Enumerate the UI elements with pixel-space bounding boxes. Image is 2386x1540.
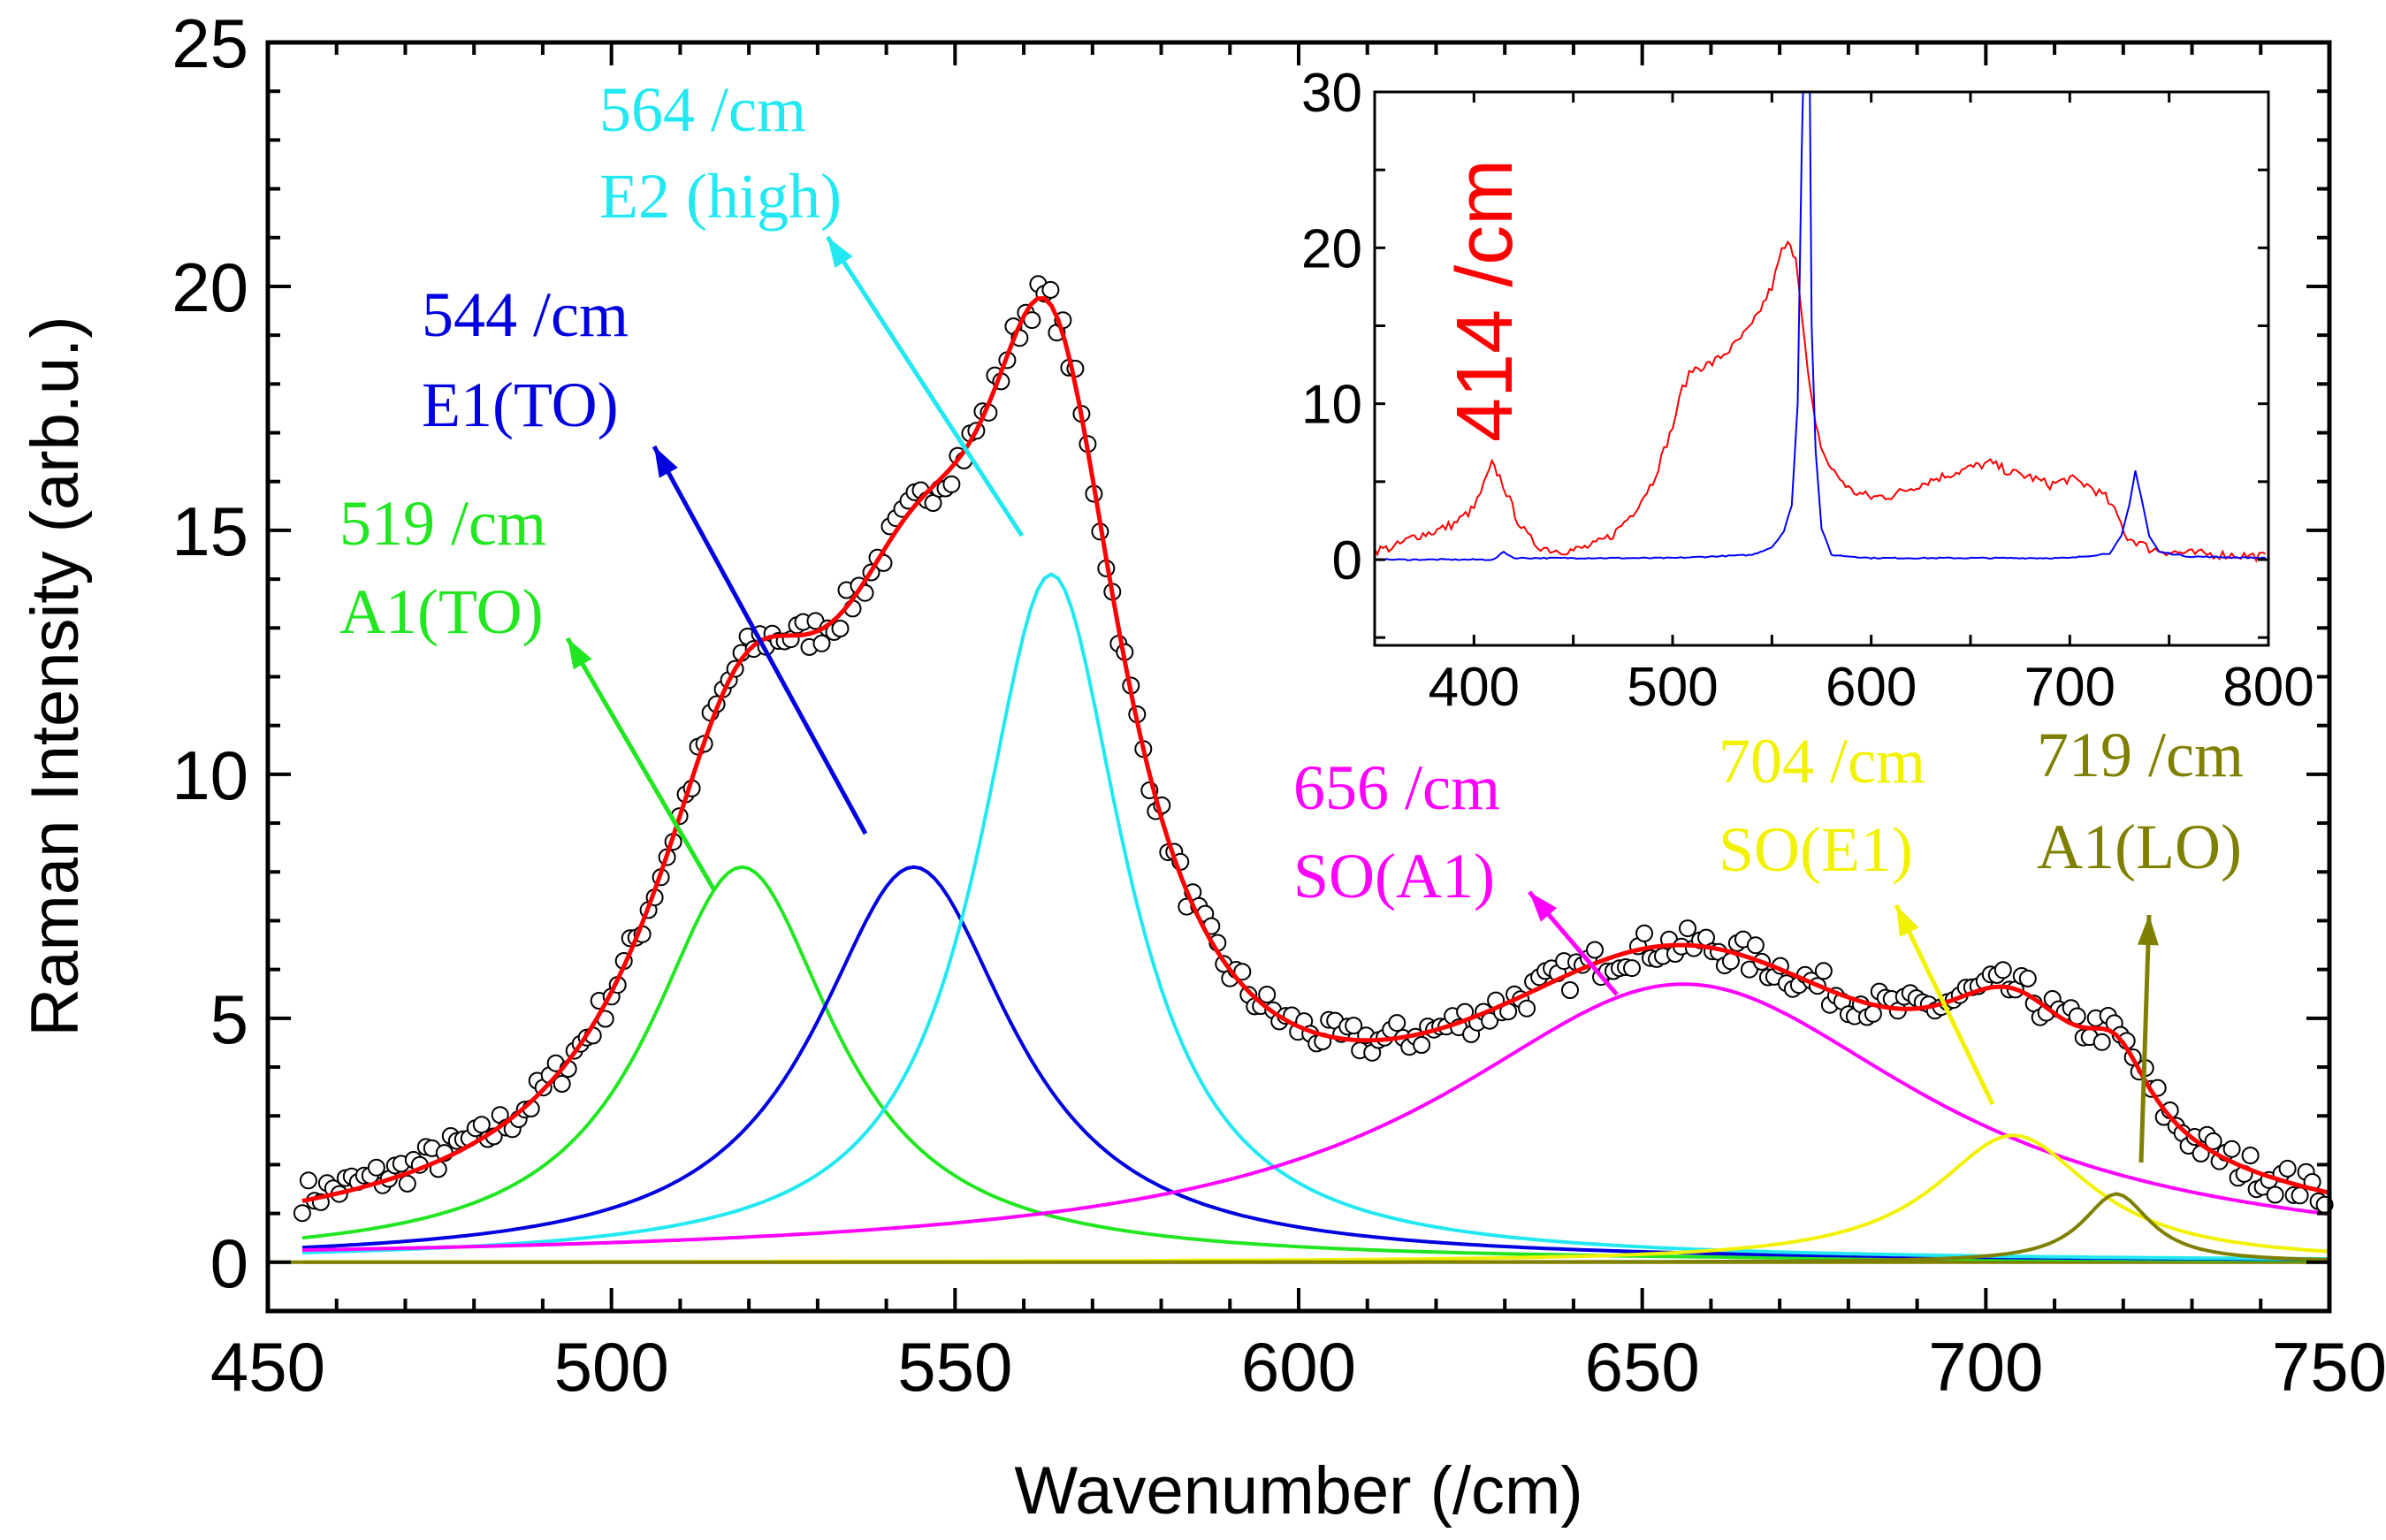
inset-frame-bg [1373,90,2270,647]
arrow-519 [565,637,717,892]
inset-x-tick-label: 500 [1627,657,1718,718]
label-656-wn: 656 /cm [1293,752,1500,823]
data-point [1740,960,1758,979]
data-point [1864,1004,1882,1023]
data-point [1233,963,1252,981]
data-point [367,1158,385,1177]
x-tick-label: 550 [897,1328,1012,1406]
data-point [472,1116,491,1134]
data-point [1746,936,1765,955]
x-tick-label: 650 [1585,1328,1700,1406]
arrowhead-544 [654,446,678,478]
data-point [2266,1185,2284,1204]
data-point [1041,280,1060,299]
component-curve-719 [301,1192,2330,1264]
label-704-mode: SO(E1) [1719,814,1913,885]
y-tick-label: 20 [172,248,248,326]
inset-y-tick-label: 0 [1332,530,1362,591]
arrowhead-519 [568,638,592,670]
y-axis-title: Raman Intensity (arb.u.) [18,316,93,1036]
data-point [2093,1033,2111,1051]
label-704-wn: 704 /cm [1719,726,1925,797]
annotation-arrows [565,235,2159,1163]
arrowhead-704 [1896,905,1919,937]
data-point [2241,1147,2260,1164]
data-point [293,1204,311,1223]
label-519-wn: 519 /cm [339,488,546,559]
arrow-719 [2138,914,2152,1163]
y-tick-label: 0 [210,1224,248,1302]
data-point [942,475,961,493]
arrow-544 [652,445,868,835]
y-tick-label: 10 [172,736,248,814]
fit-curve [301,295,2330,1203]
component-curve-519 [301,865,2330,1262]
main-plot: 450 500 550 600 650 700 750 0 5 10 15 20 25 [172,4,2386,1406]
label-656-mode: SO(A1) [1293,841,1495,911]
component-curve-656 [301,982,2330,1252]
data-point [1413,1036,1431,1054]
inset-y-tick-label: 20 [1301,218,1362,279]
data-point [1518,999,1536,1018]
y-tick-label: 25 [172,4,248,82]
annotations: 564 /cm E2 (high) 544 /cm E1(TO) 519 /cm… [339,74,2244,911]
x-tick-label: 450 [210,1328,325,1406]
data-point [2222,1140,2241,1158]
data-point [299,1171,317,1190]
inset-x-tick-label: 700 [2024,657,2115,718]
data-point [2018,969,2037,987]
data-point [1345,1017,1363,1035]
inset-frame [1373,90,2270,647]
data-point [1679,919,1696,938]
data-point [398,1174,416,1193]
data-point [1258,986,1277,1003]
data-point [812,634,831,652]
label-544-mode: E1(TO) [422,370,619,440]
inset-x-tick-label: 400 [1429,657,1520,718]
data-point [1586,941,1604,959]
x-axis-title: Wavenumber (/cm) [1014,1453,1582,1529]
data-point [1814,962,1833,980]
arrowhead-719 [2137,915,2159,946]
inset-blue-spectrum [1375,92,2266,561]
y-tick-label: 15 [172,492,248,570]
x-tick-label: 700 [1928,1328,2043,1406]
data-point [2204,1132,2222,1150]
data-point [1388,1014,1406,1033]
x-tick-label: 600 [1241,1328,1356,1406]
label-564-wn: 564 /cm [599,74,806,145]
inset-x-tick-label: 600 [1826,657,1917,718]
label-719-mode: A1(LO) [2037,812,2242,882]
label-544-wn: 544 /cm [422,279,629,350]
x-tick-label: 750 [2272,1328,2386,1406]
data-point [2291,1186,2309,1205]
arrow-564 [825,235,1025,537]
y-tick-label: 5 [210,980,248,1058]
data-point [1623,959,1641,978]
inset-annotation: 414 /cm [1441,159,1529,442]
data-point [553,1075,571,1093]
inset-y-tick-label: 10 [1301,375,1362,436]
component-curve-544 [301,865,2329,1262]
arrowhead-564 [827,237,853,269]
label-564-mode: E2 (high) [599,161,842,232]
arrowhead-656 [1529,892,1558,922]
data-point [1993,961,2012,980]
inset-plot: 400 500 600 700 800 0 10 20 30 [1301,63,2314,718]
data-point [2278,1159,2297,1178]
inset-x-tick-label: 800 [2222,657,2314,718]
data-point [831,620,850,637]
inset-red-spectrum [1375,240,2266,563]
data-point [1635,924,1653,942]
label-719-wn: 719 /cm [2037,720,2244,790]
arrow-704 [1894,903,1995,1106]
x-tick-label: 500 [554,1328,669,1406]
inset-y-tick-label: 30 [1301,63,1362,124]
label-519-mode: A1(TO) [339,576,544,647]
data-point [1561,981,1579,999]
